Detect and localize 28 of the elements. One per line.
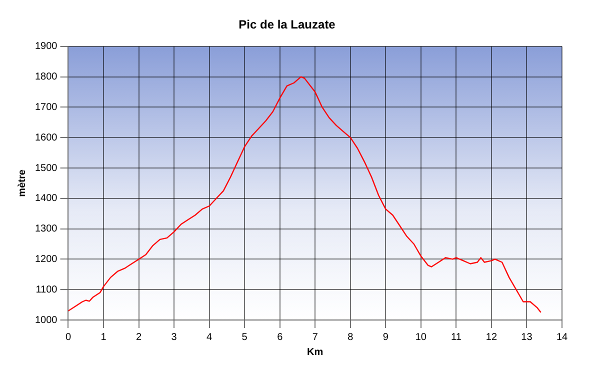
y-tick-label: 1000 [34, 314, 58, 326]
y-tick-label: 1600 [34, 132, 58, 144]
y-tick-label: 1500 [34, 162, 58, 174]
y-tick-label: 1300 [34, 224, 58, 235]
x-tick-label: 3 [171, 332, 178, 343]
x-tick-label: 5 [242, 332, 248, 343]
x-tick-label: 14 [556, 332, 568, 343]
x-tick-label: 9 [382, 332, 389, 343]
chart-title: Pic de la Lauzate [238, 18, 336, 32]
y-tick-label: 1100 [36, 284, 58, 296]
x-tick-label: 12 [486, 332, 498, 343]
x-tick-label: 7 [312, 332, 318, 343]
x-axis-title: Km [307, 346, 324, 358]
x-tick-label: 13 [521, 332, 533, 343]
x-tick-label: 2 [136, 332, 142, 343]
y-tick-label: 1200 [34, 254, 58, 265]
y-tick-label: 1900 [34, 41, 58, 52]
y-tick-label: 1700 [34, 102, 58, 113]
y-axis-title: mètre [16, 169, 28, 197]
x-tick-label: 0 [65, 332, 72, 343]
x-tick-label: 8 [348, 332, 354, 343]
x-tick-label: 10 [415, 332, 427, 343]
x-tick-label: 11 [451, 332, 462, 343]
x-tick-label: 6 [277, 332, 284, 343]
x-tick-label: 4 [206, 332, 213, 343]
y-tick-label: 1800 [34, 72, 58, 83]
y-tick-label: 1400 [34, 193, 58, 204]
x-tick-label: 1 [100, 332, 107, 343]
